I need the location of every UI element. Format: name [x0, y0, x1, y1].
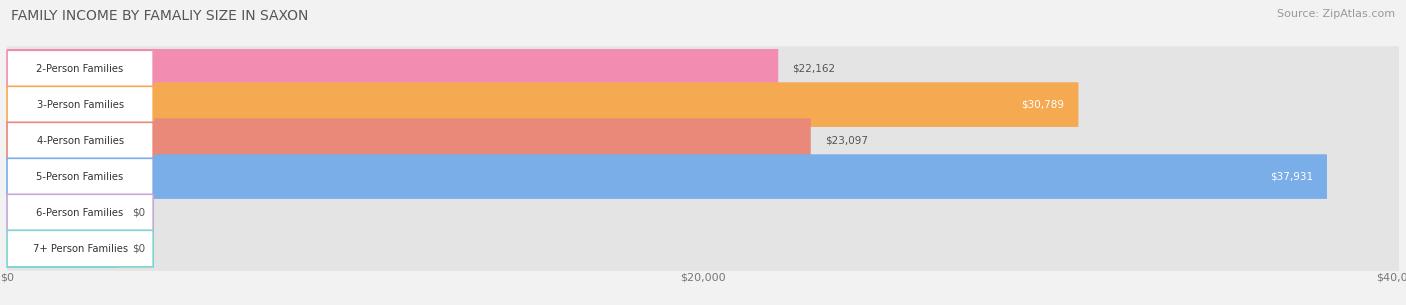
FancyBboxPatch shape [7, 86, 153, 123]
Text: 5-Person Families: 5-Person Families [37, 172, 124, 181]
Text: $30,789: $30,789 [1022, 100, 1064, 109]
FancyBboxPatch shape [7, 230, 153, 267]
Text: $23,097: $23,097 [825, 136, 868, 145]
Text: $0: $0 [132, 244, 145, 253]
FancyBboxPatch shape [7, 122, 153, 159]
FancyBboxPatch shape [7, 82, 1078, 127]
FancyBboxPatch shape [7, 46, 1399, 91]
FancyBboxPatch shape [7, 46, 779, 91]
Text: $22,162: $22,162 [792, 64, 835, 74]
FancyBboxPatch shape [7, 82, 1399, 127]
FancyBboxPatch shape [7, 118, 811, 163]
Text: $37,931: $37,931 [1270, 172, 1313, 181]
FancyBboxPatch shape [7, 226, 118, 271]
Text: FAMILY INCOME BY FAMALIY SIZE IN SAXON: FAMILY INCOME BY FAMALIY SIZE IN SAXON [11, 9, 309, 23]
FancyBboxPatch shape [7, 190, 118, 235]
FancyBboxPatch shape [7, 190, 1399, 235]
FancyBboxPatch shape [7, 154, 1399, 199]
FancyBboxPatch shape [7, 158, 153, 195]
Text: 3-Person Families: 3-Person Families [37, 100, 124, 109]
Text: $0: $0 [132, 208, 145, 217]
FancyBboxPatch shape [7, 194, 153, 231]
Text: 6-Person Families: 6-Person Families [37, 208, 124, 217]
Text: 2-Person Families: 2-Person Families [37, 64, 124, 74]
FancyBboxPatch shape [7, 226, 1399, 271]
FancyBboxPatch shape [7, 50, 153, 87]
FancyBboxPatch shape [7, 118, 1399, 163]
Text: Source: ZipAtlas.com: Source: ZipAtlas.com [1277, 9, 1395, 19]
FancyBboxPatch shape [7, 154, 1327, 199]
Text: 4-Person Families: 4-Person Families [37, 136, 124, 145]
Text: 7+ Person Families: 7+ Person Families [32, 244, 128, 253]
